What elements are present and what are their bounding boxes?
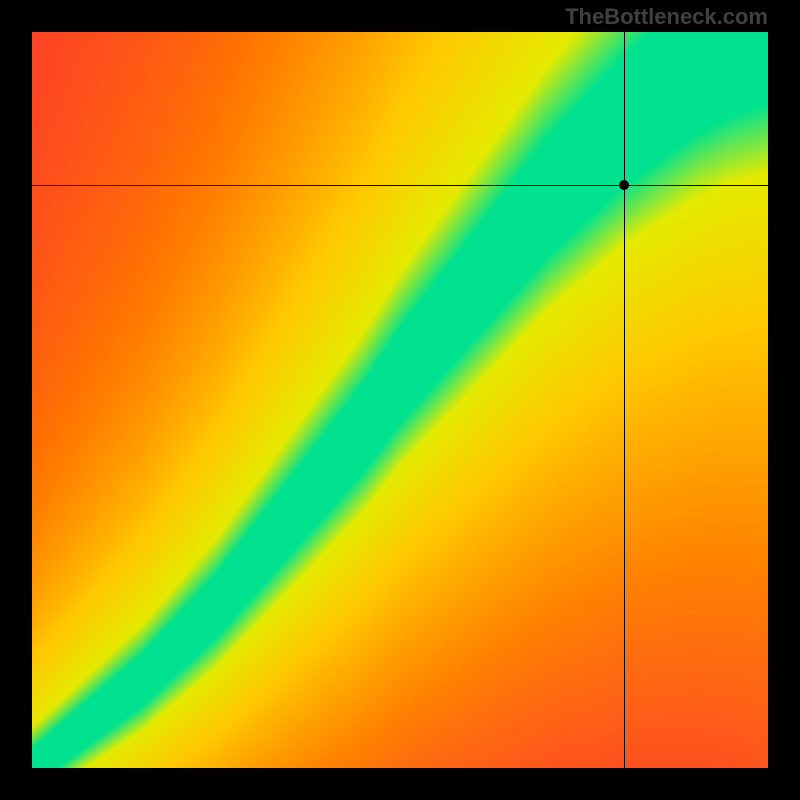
watermark: TheBottleneck.com <box>565 4 768 30</box>
crosshair-horizontal <box>32 185 768 186</box>
heatmap-canvas <box>32 32 768 768</box>
crosshair-vertical <box>624 32 625 768</box>
bottleneck-heatmap <box>32 32 768 768</box>
crosshair-marker <box>619 180 629 190</box>
